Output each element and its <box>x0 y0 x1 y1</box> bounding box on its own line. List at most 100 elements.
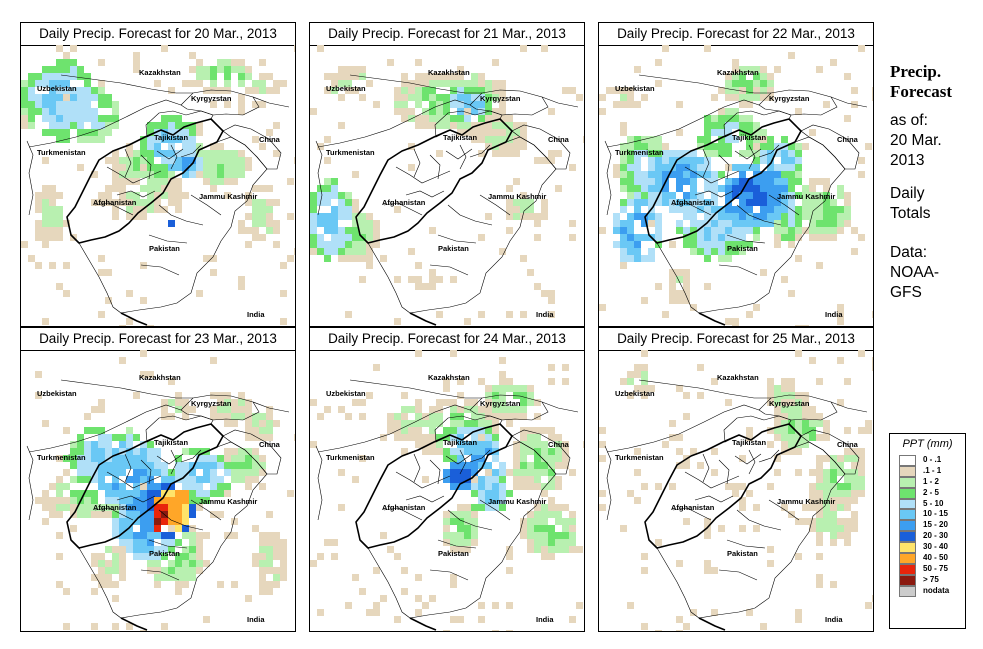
map-label-uzbekistan: Uzbekistan <box>326 389 366 398</box>
map-label-pakistan: Pakistan <box>727 244 758 253</box>
legend-label: 50 - 75 <box>923 563 948 573</box>
legend-label: 20 - 30 <box>923 531 948 541</box>
map-label-kyrgyzstan: Kyrgyzstan <box>480 94 521 103</box>
totals-line: Totals <box>890 205 931 222</box>
forecast-panel-5: Daily Precip. Forecast for 24 Mar., 2013… <box>309 327 585 632</box>
boundaries <box>26 74 290 326</box>
map-label-india: India <box>536 615 554 624</box>
forecast-panel-4: Daily Precip. Forecast for 23 Mar., 2013… <box>20 327 296 632</box>
legend-item: 15 - 20 <box>890 520 965 532</box>
legend-swatch <box>899 455 916 466</box>
precip-grid <box>599 350 873 631</box>
map-label-kyrgyzstan: Kyrgyzstan <box>191 399 232 408</box>
map-label-china: China <box>259 135 281 144</box>
map-label-turkmenistan: Turkmenistan <box>615 148 664 157</box>
legend-item: 1 - 2 <box>890 476 965 488</box>
forecast-panel-2: Daily Precip. Forecast for 21 Mar., 2013… <box>309 22 585 327</box>
map-label-china: China <box>837 440 859 449</box>
boundaries <box>315 74 579 326</box>
map-label-india: India <box>247 615 265 624</box>
legend-label: nodata <box>923 585 950 595</box>
map-label-tajikistan: Tajikistan <box>732 438 766 447</box>
legend-label: 1 - 2 <box>923 476 940 486</box>
data-source-line: Data: <box>890 244 928 261</box>
legend-label: 0 - .1 <box>923 455 942 464</box>
map-label-tajikistan: Tajikistan <box>443 133 477 142</box>
legend-item: 5 - 10 <box>890 498 965 510</box>
precip-map: Kazakhstan Uzbekistan Kyrgyzstan Tajikistan… <box>310 45 584 326</box>
map-label-kazakhstan: Kazakhstan <box>428 373 470 382</box>
precip-map: Kazakhstan Uzbekistan Kyrgyzstan Tajikistan… <box>21 45 295 326</box>
panel-title: Daily Precip. Forecast for 23 Mar., 2013 <box>21 328 295 351</box>
legend-swatch <box>899 563 916 575</box>
as-of-line: 2013 <box>890 152 925 169</box>
figure-title-line: Forecast <box>890 82 952 101</box>
map-label-turkmenistan: Turkmenistan <box>326 453 375 462</box>
legend-label: 15 - 20 <box>923 520 948 530</box>
precip-grid <box>310 350 584 631</box>
forecast-panel-1: Daily Precip. Forecast for 20 Mar., 2013… <box>20 22 296 327</box>
map-label-jammu-kashmir: Jammu Kashmir <box>199 497 257 506</box>
legend-item: 30 - 40 <box>890 542 965 554</box>
legend-swatch <box>899 498 916 510</box>
map-label-uzbekistan: Uzbekistan <box>326 84 366 93</box>
map-label-pakistan: Pakistan <box>149 549 180 558</box>
map-label-china: China <box>548 440 570 449</box>
legend-item: > 75 <box>890 574 965 586</box>
legend-swatch <box>899 487 916 499</box>
map-label-afghanistan: Afghanistan <box>382 503 426 512</box>
legend-item: nodata <box>890 585 965 597</box>
map-label-jammu-kashmir: Jammu Kashmir <box>777 497 835 506</box>
legend-label: 10 - 15 <box>923 509 948 519</box>
forecast-panel-3: Daily Precip. Forecast for 22 Mar., 2013… <box>598 22 874 327</box>
legend-swatch <box>899 585 916 597</box>
precip-map: Kazakhstan Uzbekistan Kyrgyzstan Tajikistan… <box>599 350 873 631</box>
map-label-afghanistan: Afghanistan <box>93 503 137 512</box>
legend-swatch <box>899 465 916 477</box>
legend-label: > 75 <box>923 574 939 584</box>
map-label-uzbekistan: Uzbekistan <box>615 84 655 93</box>
map-label-kazakhstan: Kazakhstan <box>717 373 759 382</box>
map-label-india: India <box>825 310 843 319</box>
precip-map: Kazakhstan Uzbekistan Kyrgyzstan Tajikistan… <box>599 45 873 326</box>
legend-item: 20 - 30 <box>890 531 965 543</box>
legend-item: .1 - 1 <box>890 465 965 477</box>
totals-line: Daily <box>890 185 925 202</box>
map-label-uzbekistan: Uzbekistan <box>615 389 655 398</box>
legend-label: .1 - 1 <box>923 465 942 475</box>
map-label-jammu-kashmir: Jammu Kashmir <box>199 192 257 201</box>
precip-grid <box>35 350 295 631</box>
legend-swatch <box>899 574 916 586</box>
map-label-afghanistan: Afghanistan <box>382 198 426 207</box>
data-source-line: GFS <box>890 284 922 301</box>
map-label-jammu-kashmir: Jammu Kashmir <box>777 192 835 201</box>
map-label-turkmenistan: Turkmenistan <box>37 148 86 157</box>
as-of-line: 20 Mar. <box>890 132 942 149</box>
map-label-pakistan: Pakistan <box>149 244 180 253</box>
panel-title: Daily Precip. Forecast for 21 Mar., 2013 <box>310 23 584 46</box>
map-label-tajikistan: Tajikistan <box>732 133 766 142</box>
legend-swatch <box>899 553 916 564</box>
map-label-china: China <box>259 440 281 449</box>
map-label-kazakhstan: Kazakhstan <box>139 373 181 382</box>
legend-label: 2 - 5 <box>923 487 940 497</box>
boundaries <box>26 379 290 631</box>
map-label-tajikistan: Tajikistan <box>443 438 477 447</box>
map-label-turkmenistan: Turkmenistan <box>615 453 664 462</box>
map-label-china: China <box>548 135 570 144</box>
map-label-turkmenistan: Turkmenistan <box>37 453 86 462</box>
map-label-uzbekistan: Uzbekistan <box>37 84 77 93</box>
legend-item: 0 - .1 <box>890 455 965 466</box>
legend-title: PPT (mm) <box>902 438 953 450</box>
map-label-kazakhstan: Kazakhstan <box>428 68 470 77</box>
map-label-jammu-kashmir: Jammu Kashmir <box>488 497 546 506</box>
boundaries <box>315 379 579 631</box>
panel-title: Daily Precip. Forecast for 25 Mar., 2013 <box>599 328 873 351</box>
boundaries <box>604 74 868 326</box>
map-label-kazakhstan: Kazakhstan <box>717 68 759 77</box>
map-label-india: India <box>536 310 554 319</box>
legend-swatch <box>899 509 916 521</box>
map-label-india: India <box>825 615 843 624</box>
map-label-china: China <box>837 135 859 144</box>
